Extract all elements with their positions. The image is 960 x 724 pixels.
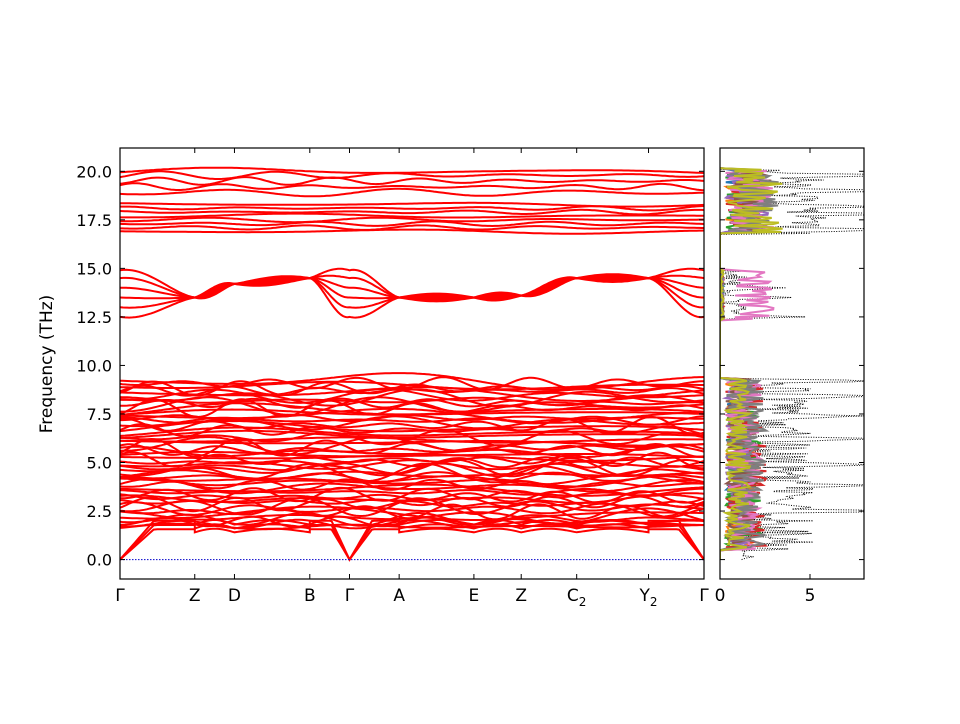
optical-band-line <box>120 451 704 470</box>
optical-band-line <box>120 201 704 208</box>
optical-band-line <box>120 212 704 219</box>
y-tick-label: 5.0 <box>87 454 112 473</box>
optical-band-line <box>120 503 704 521</box>
k-point-label: D <box>228 586 241 606</box>
optical-band-line <box>120 462 704 478</box>
dos-x-tick-label: 0 <box>715 586 726 606</box>
y-axis-label: Frequency (THz) <box>37 295 57 434</box>
dos-x-tick-label: 5 <box>805 586 816 606</box>
y-tick-label: 2.5 <box>87 502 112 521</box>
y-tick-label: 12.5 <box>76 308 112 327</box>
optical-band-line <box>120 216 704 224</box>
partial-dos-line <box>720 167 772 560</box>
optical-band-line <box>120 380 704 391</box>
dos-axes-frame <box>719 147 865 580</box>
optical-band-line <box>120 436 704 444</box>
optical-band-line <box>120 170 704 180</box>
optical-band-line <box>120 415 704 436</box>
optical-band-line <box>120 490 704 504</box>
optical-band-line <box>120 224 704 231</box>
optical-band-line <box>120 228 704 235</box>
k-point-label: A <box>393 586 405 606</box>
y-tick-label: 0.0 <box>87 551 112 570</box>
optical-band-line <box>120 423 704 438</box>
k-point-label: Z <box>189 586 201 606</box>
band-axes-frame <box>119 147 705 580</box>
k-point-label: B <box>304 586 316 606</box>
mid-band-line <box>120 267 704 299</box>
axes <box>119 147 865 580</box>
y-tick-label: 10.0 <box>76 356 112 375</box>
optical-band-line <box>120 477 704 495</box>
optical-band-line <box>120 166 704 174</box>
k-point-label: Γ <box>345 586 355 606</box>
optical-band-line <box>120 220 704 228</box>
y-tick-label: 17.5 <box>76 211 112 230</box>
k-point-label: Γ <box>699 586 709 606</box>
optical-band-line <box>120 208 704 216</box>
optical-band-line <box>120 439 704 447</box>
k-point-label: Γ <box>115 586 125 606</box>
dos-curves <box>720 167 864 561</box>
optical-band-line <box>120 402 704 416</box>
optical-band-line <box>120 407 704 424</box>
optical-band-line <box>120 475 704 488</box>
y-tick-label: 20.0 <box>76 162 112 181</box>
k-point-label: E <box>469 586 480 606</box>
optical-band-line <box>120 429 704 439</box>
partial-dos-line <box>720 167 764 560</box>
optical-band-line <box>120 187 704 198</box>
k-point-label: Z <box>515 586 527 606</box>
band-lines <box>120 166 704 562</box>
optical-band-line <box>120 478 704 491</box>
optical-band-line <box>120 372 704 391</box>
optical-band-line <box>120 376 704 391</box>
optical-band-line <box>120 457 704 478</box>
partial-dos-line <box>720 167 783 560</box>
optical-band-line <box>120 182 704 192</box>
optical-band-line <box>120 176 704 186</box>
total-dos-line <box>720 168 864 561</box>
partial-dos-line <box>720 167 779 560</box>
optical-band-line <box>120 505 704 521</box>
optical-band-line <box>120 486 704 503</box>
partial-dos-line <box>720 167 770 560</box>
optical-band-line <box>120 437 704 458</box>
optical-band-line <box>120 442 704 458</box>
y-tick-label: 7.5 <box>87 405 112 424</box>
y-tick-label: 15.0 <box>76 259 112 278</box>
